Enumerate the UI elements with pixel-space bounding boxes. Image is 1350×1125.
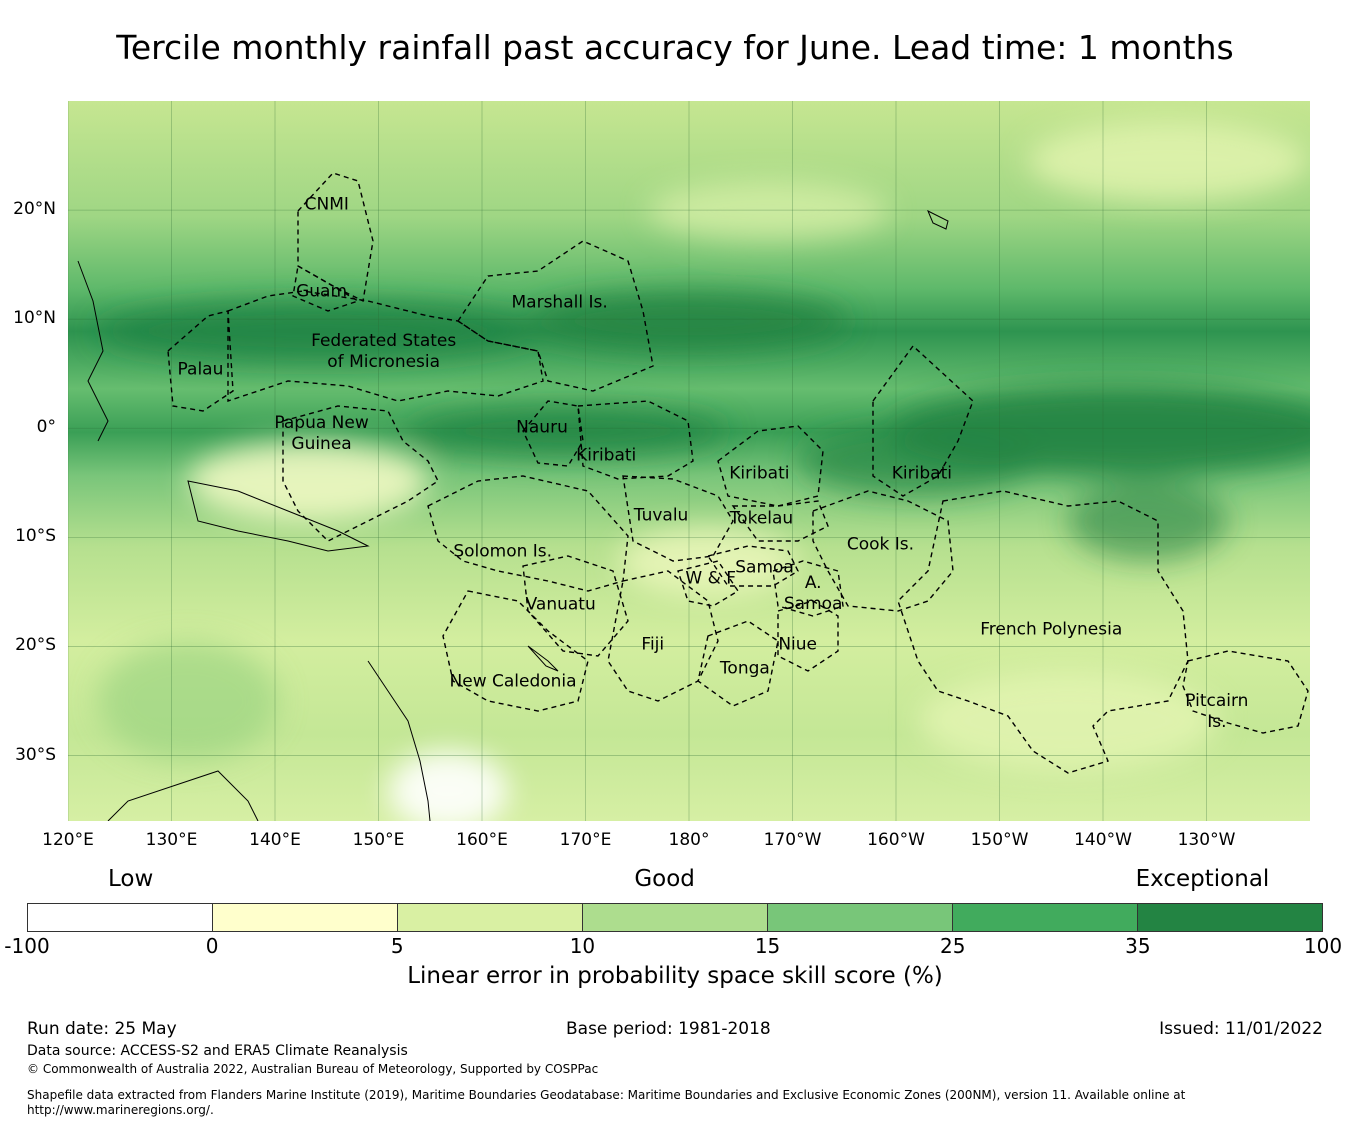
australia-coast: [107, 770, 259, 821]
region-label: French Polynesia: [980, 619, 1123, 640]
region-label: Palau: [177, 359, 224, 380]
colorbar: [27, 903, 1323, 932]
eez-pitcairn: [1182, 650, 1309, 734]
eez-new-caledonia: [442, 590, 589, 712]
region-label: Niue: [778, 634, 818, 655]
eez-tuvalu: [622, 475, 734, 562]
eez-kiribati-phoenix: [717, 425, 824, 507]
eez-kiribati-line: [872, 344, 974, 497]
colorbar-tick: 10: [569, 934, 596, 958]
map-title: Tercile monthly rainfall past accuracy f…: [116, 28, 1234, 67]
region-label: New Caledonia: [449, 671, 577, 692]
region-label: Tokelau: [729, 508, 794, 529]
eez-kiribati-gilbert: [577, 400, 694, 480]
region-label: Papua New Guinea: [274, 412, 369, 454]
colorbar-tick: 5: [390, 934, 404, 958]
colorbar-tick: 100: [1303, 934, 1343, 958]
colorbar-segment: [398, 904, 583, 931]
eez-samoa: [706, 545, 799, 587]
eez-tonga: [697, 620, 779, 707]
lon-label: 160°W: [867, 830, 925, 850]
new-caledonia-coast: [527, 645, 559, 672]
eez-nauru: [522, 400, 584, 467]
lon-label: 170°W: [763, 830, 822, 850]
colorbar-segment: [953, 904, 1138, 931]
lon-label: 130°W: [1177, 830, 1236, 850]
lat-label: 10°S: [15, 526, 56, 547]
region-label: Guam: [296, 281, 348, 302]
shapefile-credit: Shapefile data extracted from Flanders M…: [27, 1088, 1186, 1117]
lon-label: 120°E: [42, 830, 94, 850]
region-label: Tuvalu: [633, 505, 689, 526]
colorbar-category-label: Low: [108, 866, 154, 892]
region-label: Kiribati: [576, 445, 637, 466]
colorbar-tick: -100: [4, 934, 50, 958]
lat-label: 20°N: [13, 199, 56, 220]
australia-east-coast: [367, 660, 431, 821]
region-label: Samoa: [735, 557, 794, 578]
region-label: Kiribati: [891, 463, 952, 484]
eez-niue: [777, 600, 839, 672]
region-label: Vanuatu: [525, 594, 596, 615]
eez-guam: [292, 264, 360, 312]
skill-map: [68, 101, 1310, 821]
graticule: [68, 101, 1310, 821]
lon-label: 140°E: [249, 830, 301, 850]
skill-map-canvas: [68, 101, 1310, 821]
eez-palau: [167, 310, 234, 412]
lat-label: 10°N: [13, 308, 56, 329]
coastlines: [77, 209, 949, 821]
region-label: CNMI: [304, 194, 349, 215]
region-label: Tonga: [719, 658, 770, 679]
lon-label: 150°E: [352, 830, 405, 850]
colorbar-title: Linear error in probability space skill …: [407, 963, 943, 989]
eez-wallis-futuna: [677, 560, 739, 607]
region-label: Marshall Is.: [511, 292, 608, 313]
region-label: A. Samoa: [783, 573, 843, 615]
colorbar-segment: [213, 904, 398, 931]
lon-label: 170°E: [559, 830, 612, 850]
lon-label: 160°E: [456, 830, 508, 850]
lon-label: 130°E: [145, 830, 198, 850]
lon-label: 140°W: [1074, 830, 1132, 850]
hawaii-coast: [927, 209, 949, 230]
lat-label: 0°: [36, 417, 56, 438]
region-label: Pitcairn Is.: [1185, 690, 1249, 732]
colorbar-segment: [768, 904, 953, 931]
colorbar-segment: [1138, 904, 1322, 931]
region-label: Cook Is.: [846, 534, 915, 555]
lat-label: 30°S: [15, 744, 56, 765]
lon-label: 180°: [668, 830, 710, 850]
new-guinea-coast: [187, 480, 370, 552]
philippines-coast: [77, 260, 109, 442]
issued-date: Issued: 11/01/2022: [1159, 1019, 1323, 1039]
lon-label: 150°W: [970, 830, 1029, 850]
data-source: Data source: ACCESS-S2 and ERA5 Climate …: [27, 1043, 408, 1059]
colorbar-tick: 15: [754, 934, 781, 958]
lat-label: 20°S: [15, 635, 56, 656]
eez-tokelau: [731, 500, 829, 542]
colorbar-segment: [583, 904, 768, 931]
region-label: Nauru: [516, 417, 568, 438]
eez-american-samoa: [772, 560, 844, 617]
colorbar-tick: 35: [1125, 934, 1151, 958]
region-label: Federated States of Micronesia: [311, 330, 457, 372]
eez-solomon: [427, 475, 629, 592]
colorbar-tick: 25: [939, 934, 966, 958]
region-label: Kiribati: [729, 463, 790, 484]
region-label: Fiji: [641, 634, 665, 655]
base-period: Base period: 1981-2018: [566, 1019, 771, 1039]
eez-boundaries: [167, 172, 1309, 774]
run-date: Run date: 25 May: [27, 1019, 177, 1039]
colorbar-tick: 0: [205, 934, 219, 958]
eez-fsm: [227, 290, 544, 402]
colorbar-category-label: Exceptional: [1135, 866, 1270, 892]
colorbar-category-label: Good: [634, 866, 695, 892]
region-label: Solomon Is.: [453, 541, 553, 562]
eez-french-polynesia: [897, 490, 1189, 774]
region-label: W & F: [685, 568, 737, 589]
skill-field-patches: [98, 121, 1310, 821]
colorbar-segment: [28, 904, 213, 931]
copyright: © Commonwealth of Australia 2022, Austra…: [27, 1062, 599, 1076]
